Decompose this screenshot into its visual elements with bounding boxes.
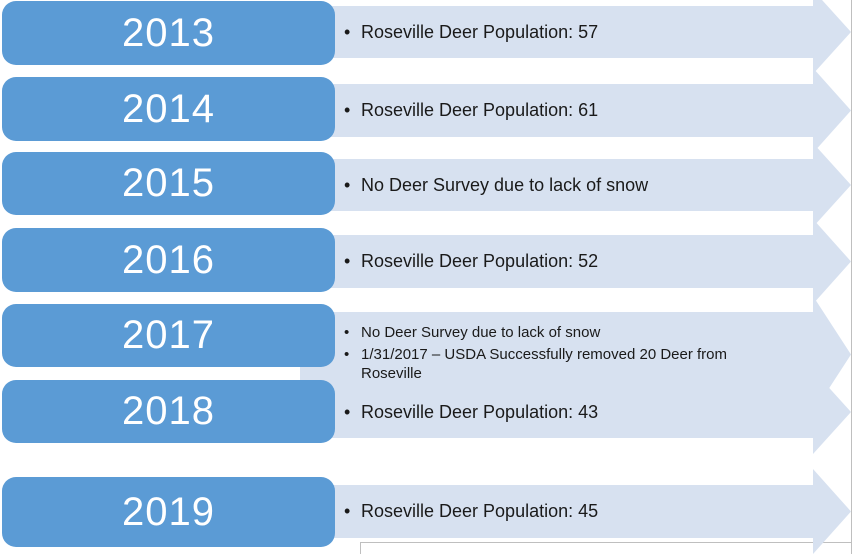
arrow-point-icon: [813, 0, 851, 74]
year-label: 2013: [122, 10, 215, 55]
year-box: 2015: [2, 152, 335, 215]
bullet-item: No Deer Survey due to lack of snow: [344, 323, 746, 343]
arrow-band: Roseville Deer Population: 45: [300, 485, 813, 538]
placeholder-border-bottom-left: [360, 542, 361, 554]
year-label: 2018: [122, 389, 215, 433]
arrow-band: Roseville Deer Population: 43: [300, 386, 813, 438]
arrow-band: Roseville Deer Population: 57: [300, 6, 813, 58]
year-label: 2014: [122, 86, 215, 131]
arrow-point-icon: [813, 219, 851, 304]
year-box: 2016: [2, 228, 335, 292]
year-box: 2013: [2, 1, 335, 65]
bullet-item: 1/31/2017 – USDA Successfully removed 20…: [344, 345, 746, 384]
arrow-band: No Deer Survey due to lack of snow1/31/2…: [300, 312, 813, 397]
year-label: 2015: [122, 161, 215, 205]
bullet-item: Roseville Deer Population: 52: [344, 250, 801, 273]
arrow-point-icon: [813, 143, 851, 227]
year-box: 2017: [2, 304, 335, 367]
bullet-item: Roseville Deer Population: 57: [344, 21, 801, 44]
arrow-band: Roseville Deer Population: 52: [300, 235, 813, 288]
bullet-list: Roseville Deer Population: 57: [344, 21, 813, 44]
bullet-item: Roseville Deer Population: 45: [344, 500, 801, 523]
year-label: 2019: [122, 489, 215, 534]
year-box: 2014: [2, 77, 335, 141]
bullet-item: No Deer Survey due to lack of snow: [344, 174, 801, 197]
year-box: 2018: [2, 380, 335, 443]
bullet-list: Roseville Deer Population: 45: [344, 500, 813, 523]
arrow-band: No Deer Survey due to lack of snow: [300, 159, 813, 211]
bullet-list: Roseville Deer Population: 43: [344, 401, 813, 424]
bullet-list: No Deer Survey due to lack of snow1/31/2…: [344, 323, 813, 386]
year-label: 2016: [122, 237, 215, 282]
year-box: 2019: [2, 477, 335, 547]
bullet-item: Roseville Deer Population: 43: [344, 401, 801, 424]
bullet-list: Roseville Deer Population: 61: [344, 99, 813, 122]
bullet-list: Roseville Deer Population: 52: [344, 250, 813, 273]
bullet-item: Roseville Deer Population: 61: [344, 99, 801, 122]
placeholder-border-bottom: [360, 542, 851, 543]
arrow-point-icon: [813, 68, 851, 153]
year-label: 2017: [122, 313, 215, 357]
arrow-band: Roseville Deer Population: 61: [300, 84, 813, 137]
bullet-list: No Deer Survey due to lack of snow: [344, 174, 813, 197]
placeholder-border-right: [851, 0, 852, 554]
